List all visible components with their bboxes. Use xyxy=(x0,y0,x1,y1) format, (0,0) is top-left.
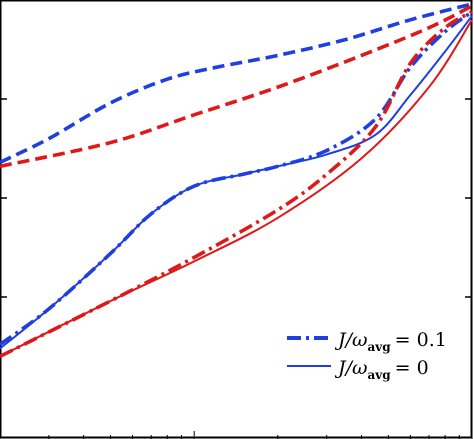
series-line-6 xyxy=(0,19,473,358)
series-layer xyxy=(0,2,474,359)
legend-label-1: J/ωavg = 0.1 xyxy=(334,329,447,354)
series-line-5 xyxy=(0,10,473,359)
series-line-4 xyxy=(0,15,473,350)
legend-label-2: J/ωavg = 0 xyxy=(334,357,429,382)
series-line-1 xyxy=(0,2,473,164)
legend: J/ωavg = 0.1 J/ωavg = 0 xyxy=(287,329,447,382)
series-line-2 xyxy=(0,4,473,169)
